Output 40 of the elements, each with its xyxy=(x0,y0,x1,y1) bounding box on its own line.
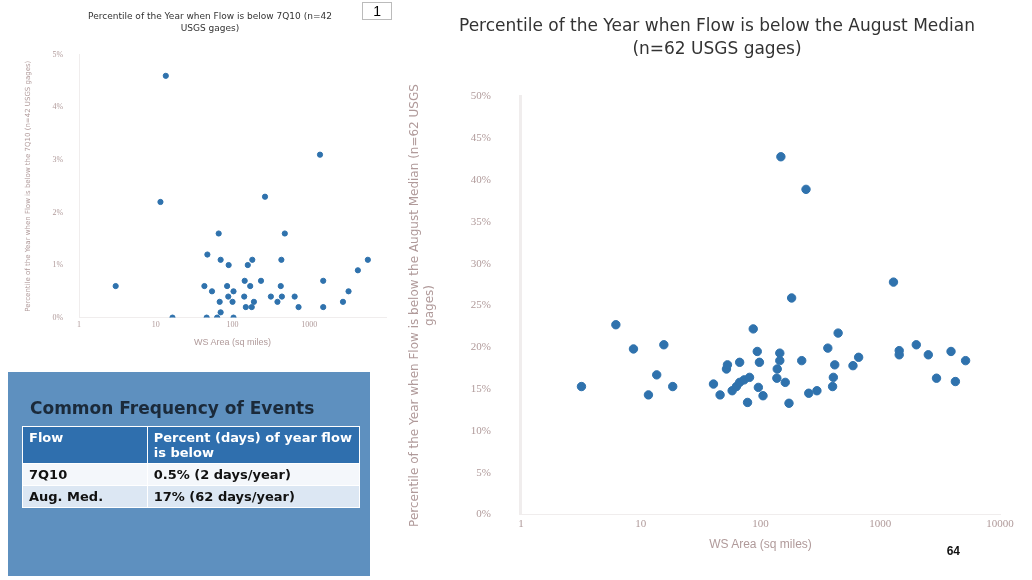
y-tick-label: 30% xyxy=(470,256,491,269)
x-axis-title: WS Area (sq miles) xyxy=(709,536,812,551)
text: 64 xyxy=(946,544,960,558)
chart-title: Percentile of the Year when Flow is below the August Median (n=62 USGS gages) xyxy=(458,14,976,60)
x-tick-label: 1 xyxy=(77,320,82,330)
x-tick-label: 10000 xyxy=(986,516,1015,529)
y-tick-label: 45% xyxy=(470,131,491,144)
text: 17% (62 days/year) xyxy=(147,485,360,508)
y-tick-label: 4% xyxy=(52,102,64,112)
y-tick-label: 1% xyxy=(52,260,64,270)
text: 0.5% (2 days/year) xyxy=(147,463,360,486)
y-tick-label: 20% xyxy=(470,340,491,353)
y-tick-label: 40% xyxy=(470,172,491,185)
x-tick-label: 10 xyxy=(635,516,647,529)
y-tick-label: 2% xyxy=(52,207,64,217)
y-axis-title: Percentile of the Year when Flow is below the August Median (n=62 USGS gages) xyxy=(407,83,436,527)
y-tick-label: 0% xyxy=(476,507,491,520)
x-tick-label: 1 xyxy=(518,516,524,529)
y-tick-label: 25% xyxy=(470,298,491,311)
text: Percent (days) of year flow is below xyxy=(147,426,360,464)
text: Flow xyxy=(22,426,148,464)
y-tick-label: 5% xyxy=(476,465,491,478)
text: 1 xyxy=(362,2,392,20)
x-tick-label: 1000 xyxy=(301,320,318,330)
y-tick-label: 5% xyxy=(52,50,64,60)
x-tick-label: 100 xyxy=(752,516,770,529)
y-tick-label: 15% xyxy=(470,381,491,394)
chart-title: Percentile of the Year when Flow is below 7Q10 (n=42 USGS gages) xyxy=(87,10,333,35)
x-tick-label: 100 xyxy=(226,320,239,330)
text: Aug. Med. xyxy=(22,485,148,508)
y-tick-label: 50% xyxy=(470,89,491,102)
y-tick-label: 3% xyxy=(52,155,64,165)
y-tick-label: 0% xyxy=(52,312,64,322)
x-tick-label: 1000 xyxy=(869,516,892,529)
y-tick-label: 10% xyxy=(470,423,491,436)
text: 7Q10 xyxy=(22,463,148,486)
y-tick-label: 35% xyxy=(470,214,491,227)
x-tick-label: 10 xyxy=(151,320,160,330)
x-axis-title: WS Area (sq miles) xyxy=(194,337,272,348)
text: Common Frequency of Events xyxy=(29,397,316,420)
